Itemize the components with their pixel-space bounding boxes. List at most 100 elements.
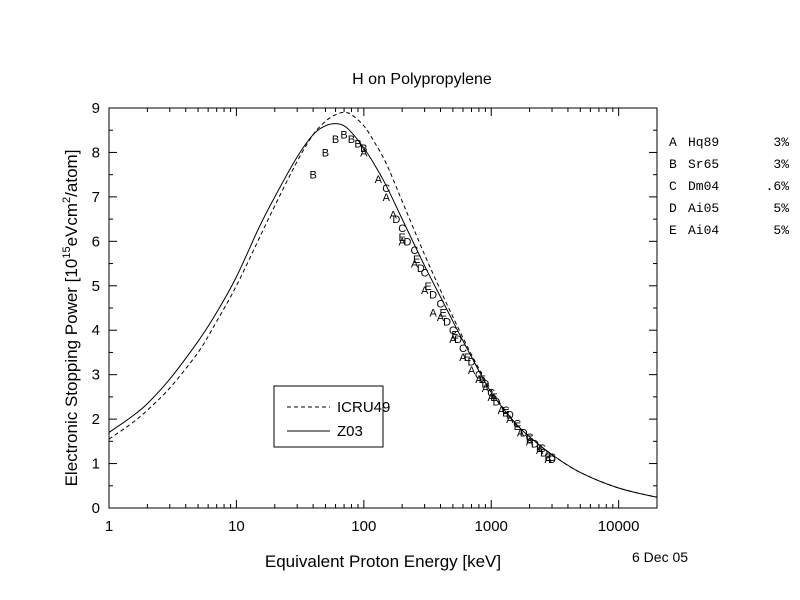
data-marker-e: E bbox=[451, 330, 458, 342]
data-marker-c: C bbox=[437, 299, 445, 311]
data-marker-c: C bbox=[538, 443, 546, 455]
x-axis-label: Equivalent Proton Energy [keV] bbox=[265, 552, 501, 571]
data-marker-d: D bbox=[468, 356, 476, 368]
y-axis-label: Electronic Stopping Power [1015eVcm2/ato… bbox=[61, 150, 81, 487]
data-marker-a: A bbox=[475, 374, 483, 386]
x-tick-label: 10000 bbox=[598, 518, 640, 535]
y-tick-label: 2 bbox=[92, 411, 100, 428]
data-marker-a: A bbox=[399, 236, 407, 248]
data-marker-b: B bbox=[322, 147, 329, 159]
data-marker-e: E bbox=[479, 374, 486, 386]
reference-error: 3% bbox=[773, 135, 789, 150]
y-tick-label: 5 bbox=[92, 278, 100, 295]
data-marker-d: D bbox=[403, 236, 411, 248]
data-marker-c: C bbox=[502, 405, 510, 417]
curve-z03 bbox=[108, 123, 658, 498]
data-marker-a: A bbox=[390, 210, 398, 222]
data-marker-a: A bbox=[449, 334, 457, 346]
data-marker-e: E bbox=[413, 254, 420, 266]
legend-frame bbox=[273, 385, 384, 448]
reference-name: Hq89 bbox=[688, 135, 719, 150]
data-marker-c: C bbox=[449, 325, 457, 337]
legend-label-z03: Z03 bbox=[337, 423, 363, 440]
data-marker-c: C bbox=[459, 343, 467, 355]
data-marker-e: E bbox=[502, 407, 509, 419]
data-marker-e: E bbox=[464, 352, 471, 364]
chart-title: H on Polypropylene bbox=[352, 71, 492, 88]
y-axis-label-part-3: /atom] bbox=[62, 150, 81, 197]
data-marker-a: A bbox=[421, 285, 429, 297]
data-marker-d: D bbox=[429, 290, 437, 302]
data-marker-a: A bbox=[498, 405, 506, 417]
data-marker-d: D bbox=[392, 214, 400, 226]
data-marker-e: E bbox=[440, 307, 447, 319]
data-marker-a: A bbox=[411, 259, 419, 271]
y-axis: 0 1 2 3 4 5 6 7 8 9 bbox=[92, 100, 657, 517]
y-tick-label: 4 bbox=[92, 322, 100, 339]
data-marker-d: D bbox=[454, 334, 462, 346]
data-marker-a: A bbox=[360, 147, 368, 159]
data-marker-d: D bbox=[417, 263, 425, 275]
y-axis-label-part-2: eVcm bbox=[62, 203, 81, 246]
data-marker-e: E bbox=[514, 421, 521, 433]
x-axis: 1 10 100 1000 10000 bbox=[105, 108, 658, 535]
data-marker-b: B bbox=[340, 130, 347, 142]
reference-name: Ai04 bbox=[688, 223, 719, 238]
data-marker-c: C bbox=[421, 267, 429, 279]
data-marker-c: C bbox=[475, 370, 483, 382]
data-marker-c: C bbox=[398, 223, 406, 235]
x-tick-label: 1 bbox=[105, 518, 113, 535]
data-marker-e: E bbox=[399, 232, 406, 244]
data-marker-e: E bbox=[526, 434, 533, 446]
data-marker-d: D bbox=[540, 447, 548, 459]
data-marker-c: C bbox=[382, 183, 390, 195]
y-axis-label-part-1: Electronic Stopping Power [10 bbox=[62, 259, 81, 487]
date-stamp: 6 Dec 05 bbox=[632, 549, 688, 565]
data-marker-a: A bbox=[459, 352, 467, 364]
reference-code: C bbox=[669, 179, 677, 194]
data-marker-c: C bbox=[526, 432, 534, 444]
data-marker-b: B bbox=[309, 170, 316, 182]
data-marker-a: A bbox=[545, 454, 553, 466]
data-marker-d: D bbox=[531, 439, 539, 451]
y-tick-label: 8 bbox=[92, 144, 100, 161]
reference-error: 5% bbox=[773, 223, 789, 238]
data-marker-c: C bbox=[411, 245, 419, 257]
data-marker-b: B bbox=[360, 143, 367, 155]
plot-frame bbox=[108, 107, 658, 509]
data-marker-a: A bbox=[437, 312, 445, 324]
data-marker-c: C bbox=[513, 419, 521, 431]
data-marker-e: E bbox=[536, 443, 543, 455]
reference-name: Dm04 bbox=[688, 179, 719, 194]
reference-code: D bbox=[669, 201, 677, 216]
reference-table: A Hq89 3% B Sr65 3% C Dm04 .6% D Ai05 5% E Ai04 5% bbox=[669, 135, 789, 238]
y-axis-label-sup-1: 15 bbox=[61, 246, 73, 258]
data-marker-c: C bbox=[487, 387, 495, 399]
data-marker-e: E bbox=[425, 281, 432, 293]
data-marker-e: E bbox=[490, 392, 497, 404]
data-marker-e: E bbox=[545, 452, 552, 464]
y-axis-label-sup-2: 2 bbox=[61, 197, 73, 203]
reference-code: E bbox=[669, 223, 677, 238]
reference-code: B bbox=[669, 157, 677, 172]
data-marker-d: D bbox=[493, 396, 501, 408]
data-marker-a: A bbox=[536, 445, 544, 457]
data-marker-d: D bbox=[506, 410, 514, 422]
data-marker-c: C bbox=[548, 452, 556, 464]
reference-error: .6% bbox=[766, 179, 790, 194]
data-marker-b: B bbox=[348, 134, 355, 146]
y-tick-label: 7 bbox=[92, 189, 100, 206]
data-marker-a: A bbox=[526, 436, 534, 448]
data-marker-a: A bbox=[482, 383, 490, 395]
y-tick-label: 9 bbox=[92, 100, 100, 117]
data-marker-d: D bbox=[548, 454, 556, 466]
legend-label-icru49: ICRU49 bbox=[337, 399, 390, 416]
data-marker-a: A bbox=[429, 307, 437, 319]
data-marker-b: B bbox=[354, 139, 361, 151]
x-tick-label: 10 bbox=[228, 518, 245, 535]
data-marker-a: A bbox=[375, 174, 383, 186]
x-tick-label: 1000 bbox=[475, 518, 508, 535]
